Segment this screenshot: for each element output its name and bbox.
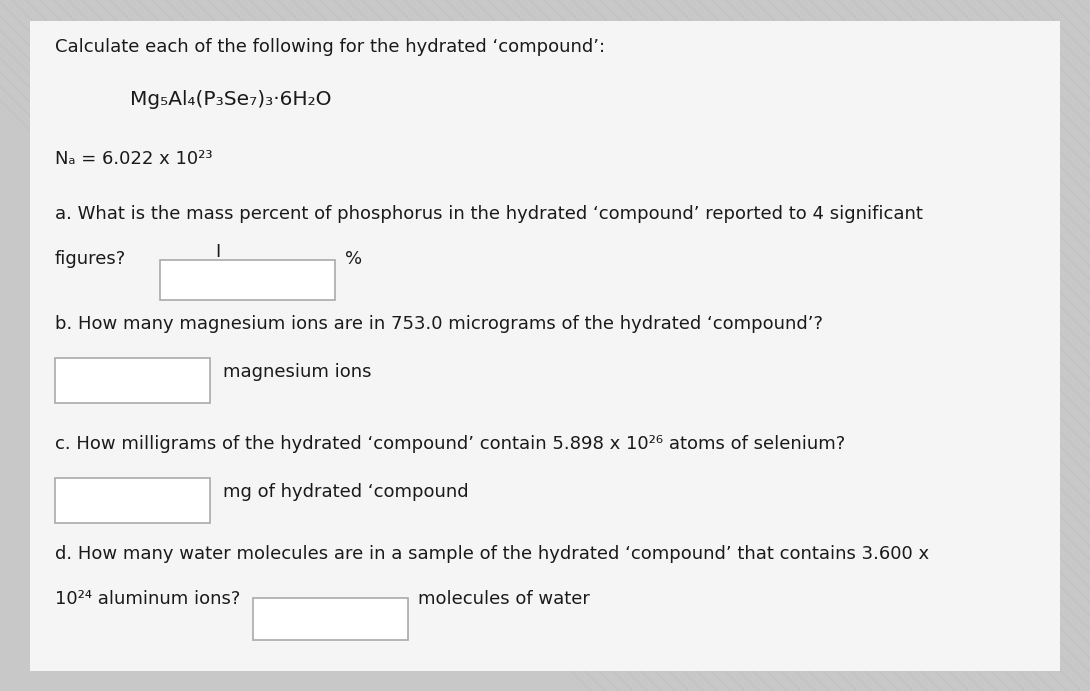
Bar: [253, 598, 408, 640]
Text: b. How many magnesium ions are in 753.0 micrograms of the hydrated ‘compound’?: b. How many magnesium ions are in 753.0 …: [54, 315, 823, 333]
Text: d. How many water molecules are in a sample of the hydrated ‘compound’ that cont: d. How many water molecules are in a sam…: [54, 545, 929, 563]
Bar: [54, 478, 210, 523]
Text: Nₐ = 6.022 x 10²³: Nₐ = 6.022 x 10²³: [54, 150, 213, 168]
Text: molecules of water: molecules of water: [417, 590, 590, 608]
Text: Mg₅Al₄(P₃Se₇)₃·6H₂O: Mg₅Al₄(P₃Se₇)₃·6H₂O: [130, 90, 331, 109]
Bar: [160, 260, 335, 300]
Text: mg of hydrated ‘compound: mg of hydrated ‘compound: [223, 483, 469, 501]
Text: I: I: [215, 243, 220, 261]
Text: c. How milligrams of the hydrated ‘compound’ contain 5.898 x 10²⁶ atoms of selen: c. How milligrams of the hydrated ‘compo…: [54, 435, 845, 453]
Text: Calculate each of the following for the hydrated ‘compound’:: Calculate each of the following for the …: [54, 38, 605, 56]
Text: figures?: figures?: [54, 250, 126, 268]
Bar: [54, 358, 210, 403]
Text: a. What is the mass percent of phosphorus in the hydrated ‘compound’ reported to: a. What is the mass percent of phosphoru…: [54, 205, 923, 223]
Text: %: %: [346, 250, 362, 268]
Text: 10²⁴ aluminum ions?: 10²⁴ aluminum ions?: [54, 590, 241, 608]
Text: magnesium ions: magnesium ions: [223, 363, 372, 381]
